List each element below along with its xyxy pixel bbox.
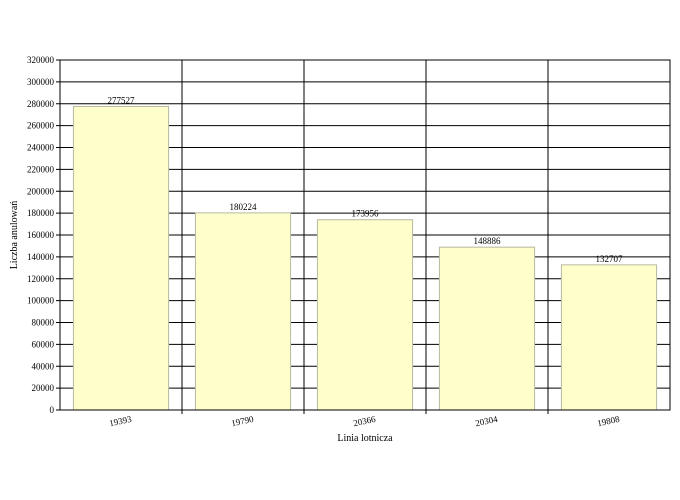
y-tick-label: 240000 <box>27 143 55 153</box>
bar-19790 <box>194 212 292 411</box>
x-tick-label-19790: 19790 <box>230 414 255 429</box>
y-tick-label: 20000 <box>32 383 55 393</box>
y-tick-label: 0 <box>50 405 55 415</box>
data-label-19808: 132707 <box>596 254 624 264</box>
data-label-19393: 277527 <box>108 95 136 105</box>
bar-19393 <box>72 105 170 411</box>
y-axis-title: Liczba anulowań <box>9 201 20 270</box>
x-tick-label-20304: 20304 <box>474 414 499 429</box>
data-label-19790: 180224 <box>230 202 258 212</box>
bar-20366 <box>316 219 414 411</box>
data-labels: 277527 180224 173956 148886 132707 <box>108 95 624 263</box>
y-tick-label: 100000 <box>27 296 55 306</box>
bar-20304 <box>438 246 536 411</box>
y-tick-label: 120000 <box>27 274 55 284</box>
y-tick-label: 180000 <box>27 208 55 218</box>
bar-19808 <box>560 264 658 411</box>
y-tick-label: 280000 <box>27 99 55 109</box>
y-tick-label: 300000 <box>27 77 55 87</box>
x-tick-label-20366: 20366 <box>352 414 377 429</box>
y-tick-label: 220000 <box>27 164 55 174</box>
y-tick-label: 320000 <box>27 55 55 65</box>
y-tick-label: 80000 <box>32 318 55 328</box>
x-tick-label-19808: 19808 <box>596 414 621 429</box>
y-tick-label: 60000 <box>32 339 55 349</box>
y-tick-label: 260000 <box>27 121 55 131</box>
x-tick-label-19393: 19393 <box>108 414 133 429</box>
plot-frame <box>59 59 671 411</box>
data-label-20304: 148886 <box>474 236 502 246</box>
y-tick-label: 200000 <box>27 186 55 196</box>
bars <box>72 105 658 411</box>
y-tick-label: 160000 <box>27 230 55 240</box>
y-tick-label: 140000 <box>27 252 55 262</box>
data-label-20366: 173956 <box>352 209 380 219</box>
axes: 0 20000 40000 60000 80000 100000 120000 140000 1… <box>27 55 671 429</box>
y-tick-label: 40000 <box>32 361 55 371</box>
x-axis-title: Linia lotnicza <box>337 433 393 444</box>
